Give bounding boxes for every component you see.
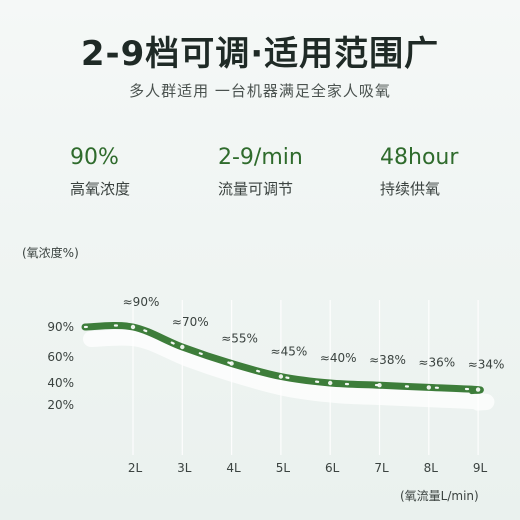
data-point (278, 374, 284, 379)
stat-label: 持续供氧 (380, 180, 441, 198)
y-tick-label: 40% (47, 376, 74, 390)
stat-value: 2-9/min (218, 145, 303, 170)
data-point (180, 344, 185, 350)
y-tick-label: 60% (47, 350, 74, 364)
x-tick-label: 2L (128, 461, 143, 475)
x-tick-label: 3L (177, 461, 192, 475)
x-tick-label: 8L (424, 461, 439, 475)
y-axis-label: (氧浓度%) (22, 246, 79, 260)
page-subtitle: 多人群适用 一台机器满足全家人吸氧 (129, 82, 391, 100)
curve-shadow-band (83, 329, 495, 411)
data-point (328, 380, 333, 386)
data-point (130, 324, 136, 330)
stat-label: 高氧浓度 (70, 180, 131, 198)
stat-duration: 48hour 持续供氧 (380, 145, 520, 199)
data-point (426, 385, 431, 390)
y-tick-label: 20% (47, 398, 74, 412)
data-point (377, 383, 382, 388)
data-point (475, 387, 481, 392)
page-title: 2-9档可调·适用范围广 (80, 34, 440, 74)
data-label: ≈38% (369, 353, 406, 367)
data-label: ≈40% (320, 351, 357, 365)
y-tick-label: 90% (47, 320, 74, 334)
x-tick-label: 9L (473, 461, 488, 475)
y-ticks: 90% 60% 40% 20% (47, 320, 74, 412)
x-tick-label: 7L (374, 461, 389, 475)
data-label: ≈45% (271, 345, 308, 359)
x-axis-label: (氧流量L/min) (400, 489, 479, 503)
stat-label: 流量可调节 (218, 180, 294, 198)
series-line-path (81, 322, 484, 395)
x-tick-label: 5L (276, 461, 291, 475)
x-tick-label: 4L (226, 461, 241, 475)
data-label: ≈90% (123, 295, 160, 309)
data-point (229, 361, 234, 366)
data-labels: ≈90% ≈70% ≈55% ≈45% ≈40% ≈38% ≈36% ≈34% (123, 295, 505, 392)
stat-value: 48hour (380, 145, 459, 170)
data-label: ≈34% (468, 358, 505, 372)
data-label: ≈36% (418, 355, 455, 369)
series-line (81, 322, 484, 395)
stat-concentration: 90% 高氧浓度 (70, 145, 210, 199)
curve-shadow (83, 329, 495, 411)
data-label: ≈55% (221, 332, 258, 346)
stats-row: 90% 高氧浓度 2-9/min 流量可调节 48hour 持续供氧 (0, 145, 520, 205)
x-tick-label: 6L (325, 461, 340, 475)
stat-value: 90% (70, 145, 119, 170)
data-label: ≈70% (172, 315, 209, 329)
x-ticks: 2L 3L 4L 5L 6L 7L 8L 9L (128, 461, 488, 475)
stat-flow: 2-9/min 流量可调节 (218, 145, 358, 199)
